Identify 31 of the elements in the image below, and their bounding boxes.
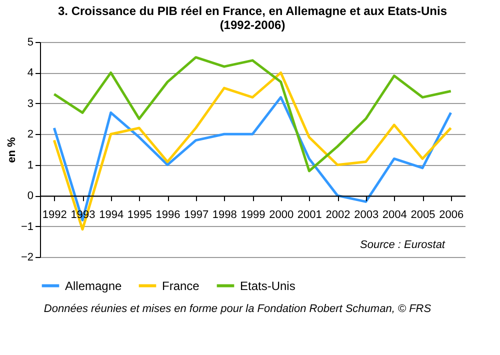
x-tick-label: 2000 — [269, 209, 294, 222]
y-tick-label: −2 — [20, 252, 34, 264]
x-tick-label: 1994 — [99, 209, 124, 222]
x-tick-label: 2005 — [410, 209, 436, 222]
x-tick-label: 1999 — [240, 209, 266, 222]
legend-label: France — [162, 278, 200, 293]
x-tick-label: 2006 — [439, 209, 464, 222]
y-tick-label: −1 — [20, 220, 34, 233]
text: Données réunies et mises en forme pour la Fondation Robert Schuman, © FRS — [44, 303, 432, 315]
x-tick-label: 2001 — [297, 209, 322, 222]
x-tick-label: 1997 — [184, 209, 209, 222]
y-tick-label: 3 — [27, 98, 34, 110]
text: (1992-2006) — [220, 18, 286, 32]
x-tick-label: 2004 — [382, 209, 407, 222]
y-tick-label: 0 — [27, 190, 34, 202]
x-tick-label: 1996 — [156, 209, 180, 222]
y-tick-label: 1 — [27, 159, 34, 172]
legend-label: Allemagne — [65, 278, 122, 293]
text: 3. Croissance du PIB réel en France, en Allemagne et aux Etats-Unis — [58, 4, 448, 18]
x-tick-label: 1995 — [127, 209, 152, 222]
x-tick-label: 2003 — [354, 209, 379, 222]
y-tick-label: 4 — [27, 67, 34, 80]
x-tick-label: 2002 — [326, 209, 350, 222]
line-series — [52, 56, 452, 172]
annotation: Source : Eurostat — [360, 239, 446, 251]
x-tick-label: 1998 — [212, 209, 237, 222]
y-tick-label: 2 — [27, 128, 34, 141]
y-tick-label: 5 — [27, 36, 34, 48]
x-tick-label: 1992 — [42, 209, 67, 222]
legend-label: Etats-Unis — [240, 278, 296, 293]
y-axis-title: en % — [6, 136, 18, 163]
